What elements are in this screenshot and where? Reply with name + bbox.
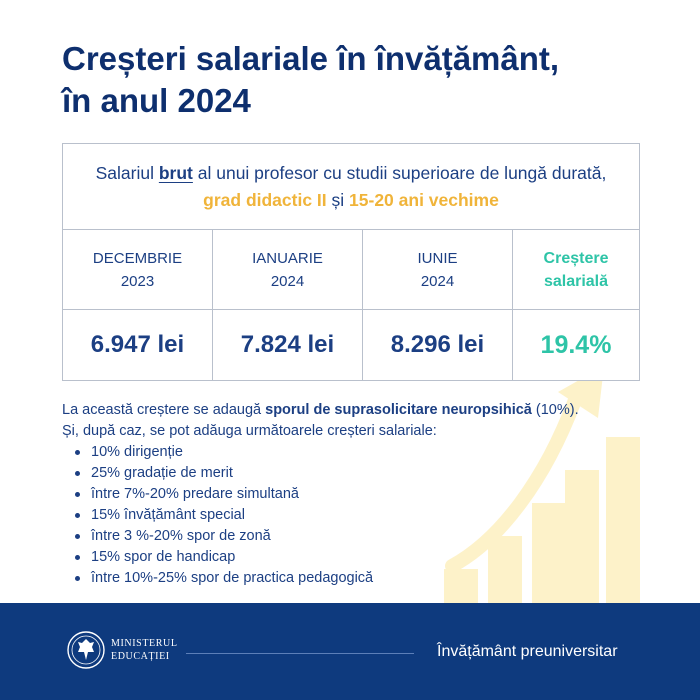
list-item-text: 10% dirigenție (91, 444, 183, 460)
header-cell-january: IANUARIE 2024 (213, 230, 363, 309)
coat-of-arms-icon (67, 631, 105, 669)
footer-bar: MINISTERUL EDUCAȚIEI Învățământ preunive… (0, 603, 700, 700)
list-item: 15% spor de handicap (62, 547, 662, 568)
list-item-text: între 7%-20% predare simultană (91, 486, 299, 502)
ministry-line-2: EDUCAȚIEI (111, 651, 170, 662)
bullet-dot-icon (75, 492, 80, 497)
salary-value: 8.296 lei (390, 331, 485, 358)
list-item-text: 25% gradație de merit (91, 465, 233, 481)
list-item-text: 15% spor de handicap (91, 549, 236, 565)
table-header-row: DECEMBRIE 2023 IANUARIE 2024 IUNIE 2024 … (63, 230, 639, 310)
ministry-name: MINISTERUL EDUCAȚIEI (111, 637, 178, 663)
list-item-text: între 3 %-20% spor de zonă (91, 528, 271, 544)
value-cell-december: 6.947 lei (63, 310, 213, 380)
list-item: 15% învățământ special (62, 505, 662, 526)
bullet-dot-icon (75, 576, 80, 581)
caption-and: și (326, 189, 350, 210)
caption-seniority: 15-20 ani vechime (349, 189, 499, 210)
bullet-dot-icon (75, 513, 80, 518)
header-year: 2024 (420, 272, 455, 290)
header-growth-line1: Creștere (543, 249, 609, 267)
salary-value: 6.947 lei (90, 331, 185, 358)
caption-mid: al unui profesor cu studii superioare de… (192, 162, 607, 183)
caption-brut: brut (158, 162, 193, 183)
caption-text: Salariul brut al unui profesor cu studii… (83, 160, 619, 214)
ministry-line-1: MINISTERUL (111, 638, 178, 649)
table-caption: Salariul brut al unui profesor cu studii… (63, 144, 639, 230)
header-cell-december: DECEMBRIE 2023 (63, 230, 213, 309)
list-item: între 10%-25% spor de practica pedagogic… (62, 568, 662, 589)
header-cell-june: IUNIE 2024 (363, 230, 513, 309)
intro-suffix: (10%). (531, 402, 579, 418)
bullet-dot-icon (75, 555, 80, 560)
list-item-text: între 10%-25% spor de practica pedagogic… (91, 570, 374, 586)
additional-increases: La această creștere se adaugă sporul de … (62, 400, 662, 589)
growth-percent: 19.4% (540, 330, 612, 359)
second-paragraph: Și, după caz, se pot adăuga următoarele … (62, 423, 437, 439)
page-title: Creșteri salariale în învățământ, în anu… (62, 38, 662, 122)
title-line-2: în anul 2024 (62, 82, 251, 119)
title-line-1: Creșteri salariale în învățământ, (62, 40, 560, 77)
header-month: IUNIE (417, 249, 458, 267)
salary-table: Salariul brut al unui profesor cu studii… (62, 143, 640, 381)
intro-paragraph: La această creștere se adaugă sporul de … (62, 400, 662, 421)
footer-divider (186, 653, 414, 654)
list-item: între 7%-20% predare simultană (62, 484, 662, 505)
bullet-list: 10% dirigenție 25% gradație de merit înt… (62, 442, 662, 589)
caption-prefix: Salariul (95, 162, 159, 183)
salary-value: 7.824 lei (240, 331, 335, 358)
intro-bold: sporul de suprasolicitare neuropsihică (265, 402, 532, 418)
header-month: IANUARIE (252, 249, 323, 267)
list-item: 25% gradație de merit (62, 463, 662, 484)
header-month: DECEMBRIE (92, 249, 183, 267)
header-year: 2024 (270, 272, 305, 290)
value-cell-june: 8.296 lei (363, 310, 513, 380)
footer-label: Învățământ preuniversitar (437, 643, 618, 660)
value-cell-growth: 19.4% (513, 310, 639, 380)
header-year: 2023 (120, 272, 155, 290)
value-cell-january: 7.824 lei (213, 310, 363, 380)
bullet-dot-icon (75, 450, 80, 455)
list-item-text: 15% învățământ special (91, 507, 245, 523)
list-item: între 3 %-20% spor de zonă (62, 526, 662, 547)
list-item: 10% dirigenție (62, 442, 662, 463)
bullet-dot-icon (75, 534, 80, 539)
caption-grade: grad didactic II (203, 189, 327, 210)
header-growth-line2: salarială (543, 272, 609, 290)
table-value-row: 6.947 lei 7.824 lei 8.296 lei 19.4% (63, 310, 639, 380)
bullet-dot-icon (75, 471, 80, 476)
intro-prefix: La această creștere se adaugă (62, 402, 266, 418)
header-cell-growth: Creștere salarială (513, 230, 639, 309)
